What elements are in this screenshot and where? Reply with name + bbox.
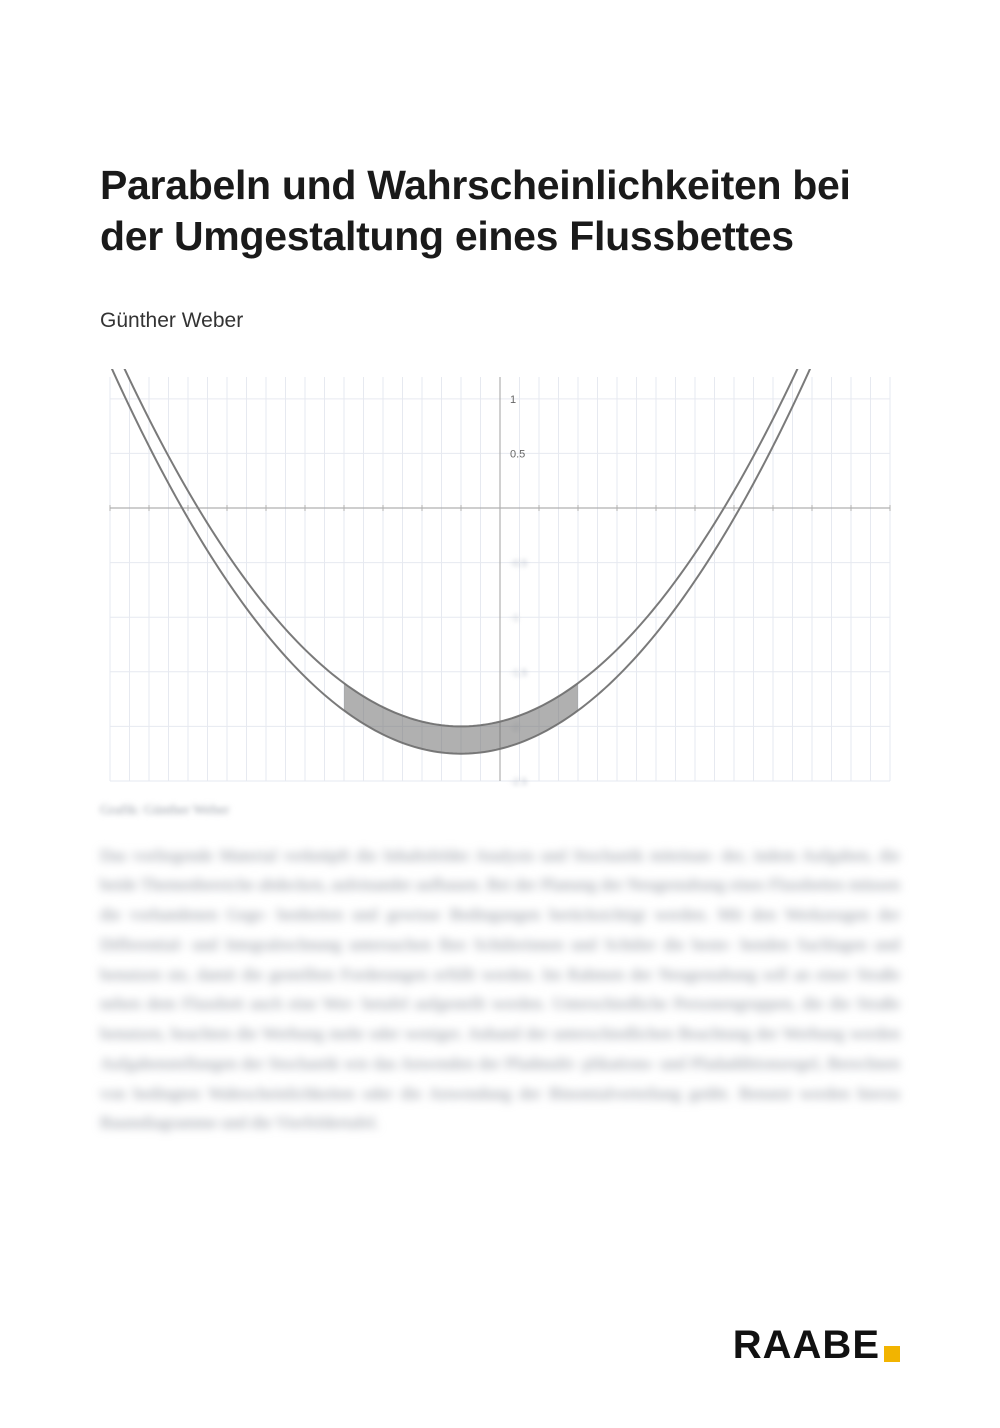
figure-credit: Grafik: Günther Weber — [100, 803, 900, 819]
svg-text:-1: -1 — [510, 613, 519, 624]
brand-square-icon — [884, 1346, 900, 1362]
body-text-blurred: Das vorliegende Material verknüpft die I… — [100, 841, 900, 1139]
document-page: Parabeln und Wahrscheinlichkeiten bei de… — [0, 0, 1000, 1428]
page-title: Parabeln und Wahrscheinlichkeiten bei de… — [100, 160, 900, 263]
svg-text:-2.5: -2.5 — [510, 777, 528, 788]
brand-text: RAABE — [733, 1323, 880, 1368]
parabola-chart: 10.5-0.5-1-1.5-2-2.5 — [100, 369, 900, 789]
author-line: Günther Weber — [100, 309, 900, 333]
svg-text:-0.5: -0.5 — [510, 558, 528, 569]
svg-text:0.5: 0.5 — [510, 448, 525, 460]
svg-text:-1.5: -1.5 — [510, 667, 528, 678]
publisher-brand: RAABE — [733, 1323, 900, 1368]
chart-svg: 10.5-0.5-1-1.5-2-2.5 — [100, 369, 900, 789]
svg-text:1: 1 — [510, 393, 516, 405]
